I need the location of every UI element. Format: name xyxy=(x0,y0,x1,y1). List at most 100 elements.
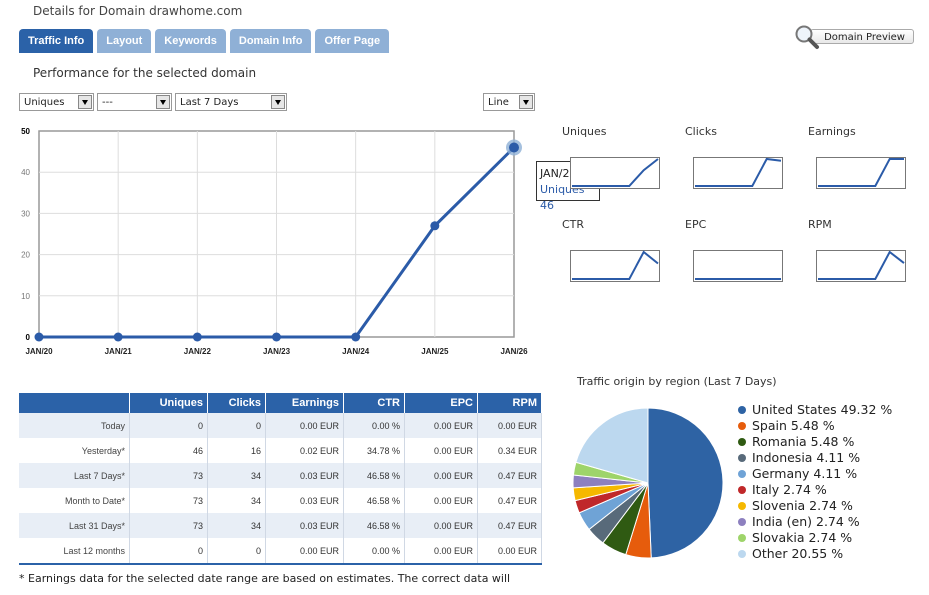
sparkline-label-rpm: RPM xyxy=(808,218,832,231)
legend-label: Other 20.55 % xyxy=(752,546,844,561)
legend-swatch xyxy=(738,534,746,542)
tab-layout[interactable]: Layout xyxy=(97,29,152,53)
sparkline-line xyxy=(818,158,904,187)
sparkline-frame xyxy=(570,157,660,189)
pie-slice[interactable] xyxy=(575,407,649,484)
sparkline-label-uniques: Uniques xyxy=(562,125,607,138)
legend-label: Spain 5.48 % xyxy=(752,418,835,433)
sparkline-frame xyxy=(570,250,660,282)
legend-swatch xyxy=(738,470,746,478)
sparkline-clicks[interactable] xyxy=(693,157,783,189)
data-point[interactable] xyxy=(272,332,281,342)
column-header: Earnings xyxy=(265,393,344,413)
legend-swatch xyxy=(738,438,746,446)
row-label: Last 31 Days* xyxy=(19,513,130,538)
table-cell: 0 xyxy=(129,413,208,438)
data-point[interactable] xyxy=(113,332,123,342)
date-range-select[interactable]: Last 7 Days xyxy=(175,93,287,111)
legend-item: Romania 5.48 % xyxy=(738,434,892,450)
legend-item: Spain 5.48 % xyxy=(738,418,892,434)
column-header: EPC xyxy=(404,393,478,413)
sparkline-label-clicks: Clicks xyxy=(685,125,717,138)
x-tick-label: JAN/26 xyxy=(500,347,528,356)
sparkline-line xyxy=(818,250,905,280)
chevron-down-icon xyxy=(78,95,92,109)
table-cell: 0.03 EUR xyxy=(265,463,344,488)
row-label: Month to Date* xyxy=(19,488,130,513)
sparkline-earnings[interactable] xyxy=(816,157,906,189)
column-header: Clicks xyxy=(207,393,266,413)
row-label: Last 7 Days* xyxy=(19,463,130,488)
legend-label: India (en) 2.74 % xyxy=(752,514,860,529)
table-cell: 0.00 EUR xyxy=(404,463,478,488)
x-tick-label: JAN/23 xyxy=(263,347,291,356)
data-point[interactable] xyxy=(34,332,44,342)
table-cell: 0.47 EUR xyxy=(477,488,542,513)
tab-traffic-info[interactable]: Traffic Info xyxy=(19,29,94,53)
legend-swatch xyxy=(738,454,746,462)
legend-swatch xyxy=(738,406,746,414)
legend-label: Italy 2.74 % xyxy=(752,482,827,497)
chart-type-select-value: Line xyxy=(488,97,509,108)
tab-domain-info[interactable]: Domain Info xyxy=(229,29,312,53)
legend-label: Romania 5.48 % xyxy=(752,434,855,449)
legend-label: Indonesia 4.11 % xyxy=(752,450,861,465)
table-cell: 34 xyxy=(207,513,266,538)
table-cell: 34.78 % xyxy=(343,438,405,463)
traffic-origin-pie-chart xyxy=(572,407,724,559)
legend-item: Slovenia 2.74 % xyxy=(738,498,892,514)
y-tick-label: 0 xyxy=(26,333,31,342)
table-cell: 0.00 EUR xyxy=(265,538,344,565)
table-cell: 0.00 % xyxy=(343,538,405,565)
magnifier-icon xyxy=(795,25,819,49)
table-cell: 0.00 % xyxy=(343,413,405,438)
table-row: Last 31 Days* 73 34 0.03 EUR 46.58 % 0.00 EUR… xyxy=(19,513,542,538)
pie-slice[interactable] xyxy=(647,407,724,559)
sparkline-epc[interactable] xyxy=(693,250,783,282)
legend-item: United States 49.32 % xyxy=(738,402,892,418)
sparkline-frame xyxy=(816,250,906,282)
legend-item: India (en) 2.74 % xyxy=(738,514,892,530)
table-cell: 0.00 EUR xyxy=(404,413,478,438)
tab-keywords[interactable]: Keywords xyxy=(155,29,226,53)
table-cell: 34 xyxy=(207,488,266,513)
data-point[interactable] xyxy=(430,221,440,231)
row-label: Today xyxy=(19,413,130,438)
y-tick-label: 20 xyxy=(21,251,30,260)
chart-type-select[interactable]: Line xyxy=(483,93,535,111)
legend-label: Germany 4.11 % xyxy=(752,466,858,481)
chevron-down-icon xyxy=(519,95,533,109)
table-cell: 0.00 EUR xyxy=(404,438,478,463)
legend-swatch xyxy=(738,486,746,494)
compare-select[interactable]: --- xyxy=(97,93,172,111)
domain-preview-button[interactable]: Domain Preview xyxy=(794,24,916,49)
sparkline-uniques[interactable] xyxy=(570,157,660,189)
performance-title: Performance for the selected domain xyxy=(33,66,257,80)
legend-label: United States 49.32 % xyxy=(752,402,893,417)
tab-offer-page[interactable]: Offer Page xyxy=(315,29,390,53)
sparkline-label-ctr: CTR xyxy=(562,218,585,231)
data-point[interactable] xyxy=(192,332,202,342)
legend-swatch xyxy=(738,550,746,558)
y-tick-label: 40 xyxy=(21,168,30,177)
metric-select-value: Uniques xyxy=(24,97,65,108)
pie-chart-title: Traffic origin by region (Last 7 Days) xyxy=(577,375,777,388)
tooltip-date: JAN/26 xyxy=(540,167,577,180)
table-cell: 0.00 EUR xyxy=(404,488,478,513)
stats-table: Uniques Clicks Earnings CTR EPC RPM Toda… xyxy=(19,393,542,565)
row-label: Last 12 months xyxy=(19,538,130,565)
x-tick-label: JAN/25 xyxy=(421,347,449,356)
legend-item: Germany 4.11 % xyxy=(738,466,892,482)
metric-select[interactable]: Uniques xyxy=(19,93,94,111)
data-point[interactable] xyxy=(509,142,519,153)
sparkline-rpm[interactable] xyxy=(816,250,906,282)
sparkline-ctr[interactable] xyxy=(570,250,660,282)
table-cell: 0.00 EUR xyxy=(404,538,478,565)
data-point[interactable] xyxy=(351,332,361,342)
column-header: Uniques xyxy=(129,393,208,413)
sparkline-frame xyxy=(693,157,783,189)
earnings-footnote: * Earnings data for the selected date ra… xyxy=(19,572,511,585)
sparkline-label-epc: EPC xyxy=(685,218,707,231)
legend-item: Other 20.55 % xyxy=(738,546,892,562)
table-cell: 34 xyxy=(207,463,266,488)
